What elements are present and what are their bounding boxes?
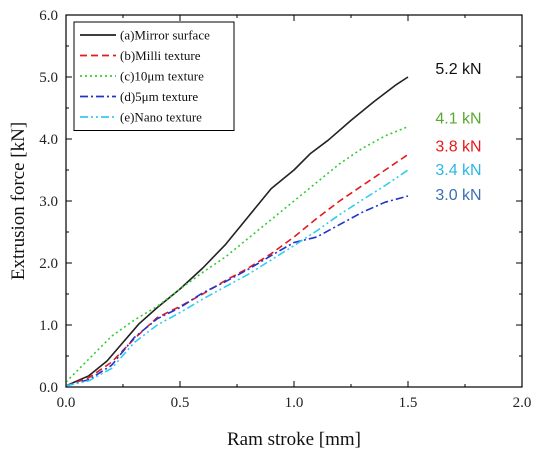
x-tick-label: 2.0	[513, 395, 532, 411]
legend-label-5: (e)Nano texture	[120, 110, 202, 125]
series-layer	[65, 76, 409, 387]
y-tick-label: 1.0	[39, 318, 58, 334]
y-tick-label: 3.0	[39, 194, 58, 210]
annotation-layer: 5.2 kN 4.1 kN 3.8 kN 3.4 kN 3.0 kN	[435, 61, 481, 204]
y-tick-label: 0.0	[39, 380, 58, 396]
series-line-4	[65, 195, 409, 387]
x-axis-label: Ram stroke [mm]	[227, 429, 361, 450]
y-tick-label: 5.0	[39, 70, 58, 86]
x-tick-label: 1.5	[399, 395, 418, 411]
y-tick-label: 6.0	[39, 8, 58, 24]
series-line-5	[65, 169, 409, 387]
legend: (a)Mirror surface (b)Milli texture (c)10μm…	[73, 21, 235, 131]
force-annotation-3: 3.8 kN	[435, 138, 481, 155]
y-tick-label: 2.0	[39, 256, 58, 272]
force-annotation-5: 3.0 kN	[435, 187, 481, 204]
legend-label-4: (d)5μm texture	[120, 89, 198, 104]
x-tick-label: 0.0	[57, 395, 76, 411]
y-axis-label: Extrusion force [kN]	[8, 122, 29, 280]
force-annotation-4: 3.4 kN	[435, 162, 481, 179]
x-tick-label: 0.5	[171, 395, 190, 411]
force-annotation-1: 5.2 kN	[435, 61, 481, 78]
legend-label-2: (b)Milli texture	[120, 48, 201, 63]
series-line-3	[65, 125, 409, 383]
series-line-2	[65, 153, 409, 387]
legend-label-3: (c)10μm texture	[120, 69, 204, 84]
force-annotation-2: 4.1 kN	[435, 111, 481, 128]
y-tick-label: 4.0	[39, 132, 58, 148]
legend-label-1: (a)Mirror surface	[120, 28, 210, 43]
x-tick-label: 1.0	[285, 395, 304, 411]
series-line-1	[65, 76, 409, 387]
tick-layer: 0.0 0.5 1.0 1.5 2.0 0.0 1.0 2.0 3.0 4.0 5.0 6.0	[39, 8, 531, 411]
